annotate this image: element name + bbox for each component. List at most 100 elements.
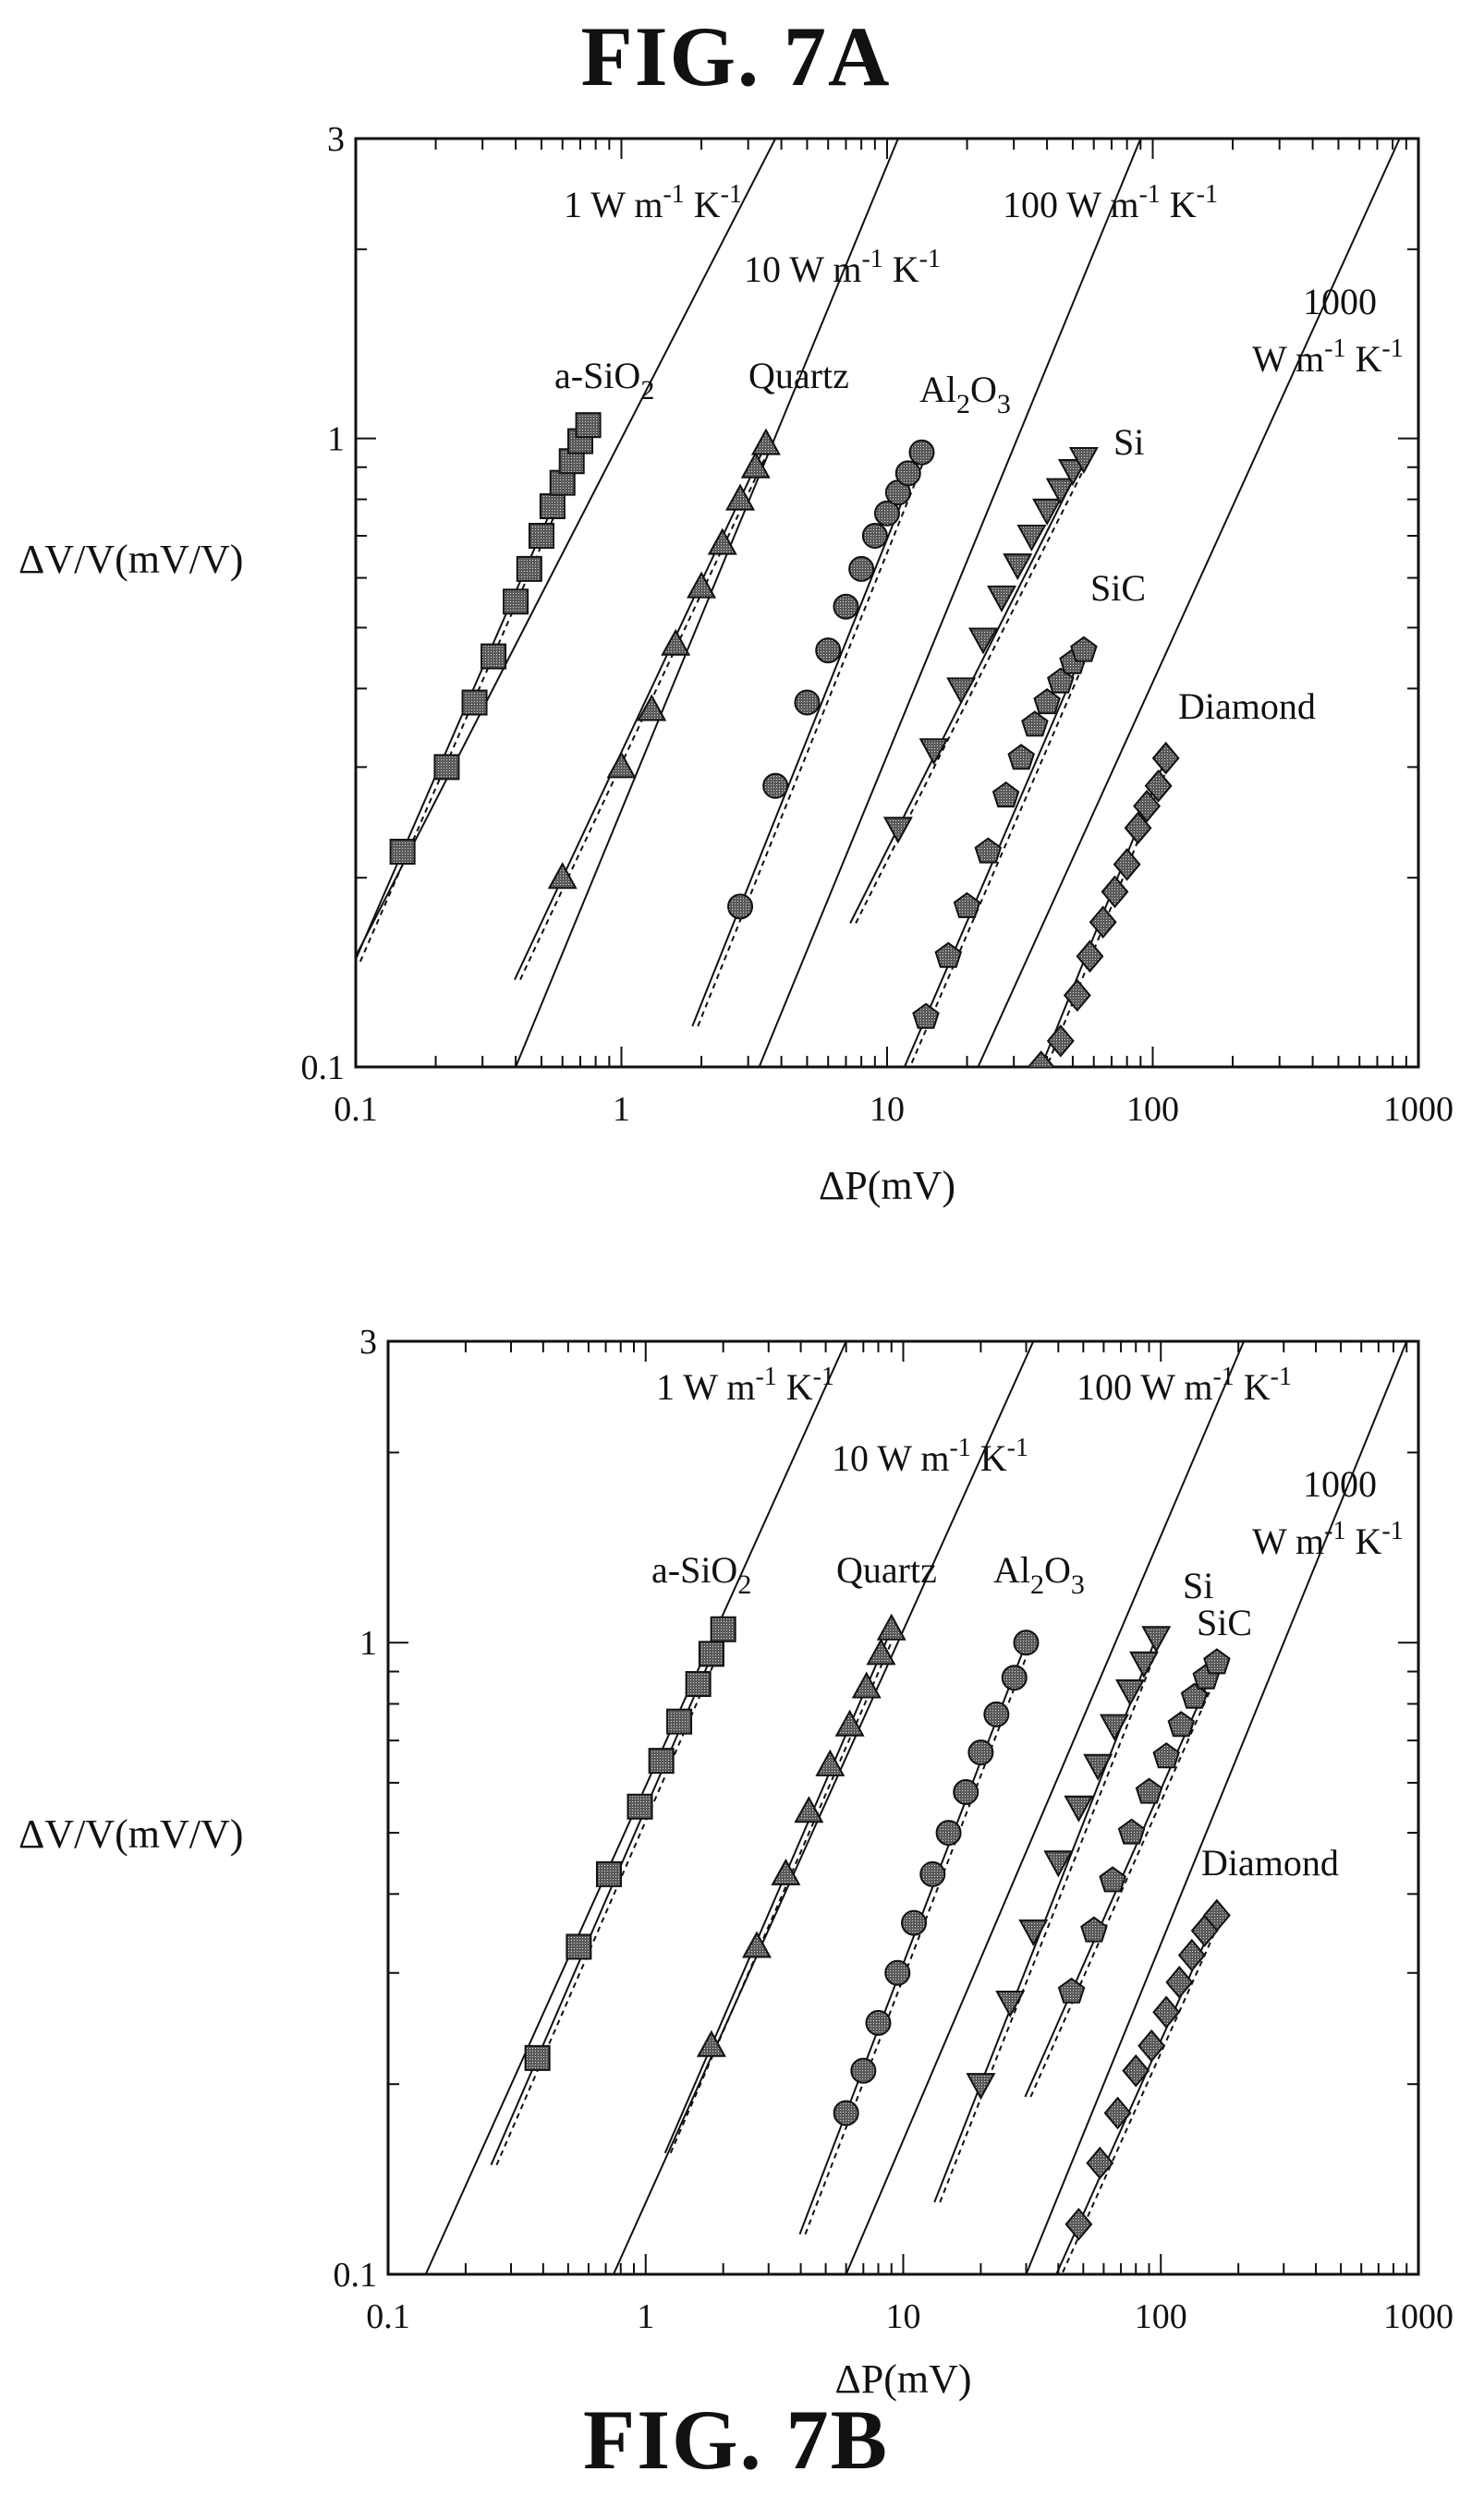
data-point-a-sio2 <box>539 493 566 520</box>
series-sic <box>903 636 1098 1067</box>
series-al2o3 <box>691 439 935 1027</box>
fit-line-dashed-diamond <box>1061 1915 1223 2274</box>
data-point-si <box>1083 1753 1113 1781</box>
data-point-quartz <box>547 862 578 890</box>
series-si <box>849 447 1099 924</box>
series-al2o3 <box>798 1630 1040 2235</box>
data-point-quartz <box>742 1931 772 1958</box>
series-label-diamond: Diamond <box>1201 1842 1339 1884</box>
data-point-si <box>1064 1795 1094 1823</box>
data-point-diamond <box>1103 2096 1132 2130</box>
data-point-quartz <box>876 1613 906 1641</box>
series-label-diamond: Diamond <box>1178 685 1316 727</box>
reference-line-10-w-m-1-k-1 <box>613 1341 1035 2274</box>
series-label-a-sio2: a-SiO2 <box>554 355 654 406</box>
x-tick-label: 10 <box>886 2297 921 2336</box>
data-point-quartz <box>687 571 717 599</box>
data-point-diamond <box>1063 978 1091 1012</box>
data-point-a-sio2 <box>685 1671 712 1698</box>
data-point-sic <box>1080 1916 1108 1943</box>
series-label-a-sio2: a-SiO2 <box>651 1549 751 1600</box>
figure-caption-b: FIG. 7B <box>583 2393 889 2487</box>
series-si <box>933 1626 1172 2203</box>
reference-label-10-w-m-1-k-1: 10 W m-1 K-1 <box>832 1434 1028 1479</box>
data-point-a-sio2 <box>461 689 488 716</box>
tick-marks <box>387 1340 1418 2275</box>
data-point-si <box>987 585 1017 612</box>
x-tick-label: 100 <box>1135 2297 1187 2336</box>
y-tick-label: 0.1 <box>301 1048 346 1087</box>
data-point-al2o3 <box>815 637 842 664</box>
data-point-si <box>882 817 913 844</box>
data-point-si <box>1043 1850 1074 1878</box>
x-tick-label: 1000 <box>1383 1090 1454 1129</box>
data-point-al2o3 <box>861 523 888 550</box>
reference-line-1000-w-m-1-k-1 <box>1025 1341 1408 2274</box>
data-point-a-sio2 <box>524 2044 551 2071</box>
data-point-diamond <box>1151 741 1180 775</box>
data-point-al2o3 <box>884 1959 911 1986</box>
reference-label-1000-w-m-1-k-1-value: 1000 <box>1303 281 1377 322</box>
data-point-si <box>1115 1678 1146 1707</box>
series-label-quartz: Quartz <box>836 1549 937 1591</box>
y-tick-label: 1 <box>327 420 345 459</box>
data-point-diamond <box>1202 1898 1231 1932</box>
data-point-sic <box>953 891 981 918</box>
data-point-a-sio2 <box>710 1616 736 1642</box>
data-point-sic <box>1070 636 1098 662</box>
data-point-a-sio2 <box>433 754 460 781</box>
data-point-quartz <box>740 451 771 479</box>
data-point-sic <box>1152 1742 1180 1769</box>
x-tick-label: 0.1 <box>366 2297 410 2336</box>
data-point-diamond <box>1144 769 1173 803</box>
reference-label-100-w-m-1-k-1: 100 W m-1 K-1 <box>1003 180 1218 225</box>
data-point-quartz <box>696 2029 726 2057</box>
data-point-si <box>946 677 977 705</box>
data-point-diamond <box>1152 1995 1181 2029</box>
data-point-quartz <box>815 1749 845 1776</box>
reference-line-1000-w-m-1-k-1 <box>977 139 1401 1067</box>
data-point-si <box>1068 447 1099 475</box>
fit-line-al2o3 <box>798 1642 1028 2235</box>
y-tick-label: 3 <box>359 1323 377 1362</box>
series-quartz <box>514 428 781 980</box>
data-point-sic <box>974 837 1003 864</box>
data-point-a-sio2 <box>528 523 554 550</box>
y-tick-label: 3 <box>327 120 345 159</box>
data-point-al2o3 <box>983 1701 1010 1727</box>
reference-label-1000-w-m-1-k-1-value: 1000 <box>1303 1463 1377 1505</box>
data-point-si <box>1018 1919 1049 1947</box>
data-point-a-sio2 <box>595 1860 622 1887</box>
reference-label-10-w-m-1-k-1: 10 W m-1 K-1 <box>744 245 941 290</box>
data-point-quartz <box>661 628 691 656</box>
reference-label-1000-w-m-1-k-1-unit: W m-1 K-1 <box>1252 334 1404 380</box>
data-point-sic <box>1135 1777 1163 1804</box>
data-point-al2o3 <box>850 2057 877 2084</box>
chart-7b: 0.1 1 10 100 1000 0.1 1 3 ΔP(mV) ΔV/V(mV/V) 1 W m-… <box>18 1323 1454 2402</box>
data-point-a-sio2 <box>698 1641 724 1667</box>
data-point-a-sio2 <box>549 469 576 496</box>
data-point-a-sio2 <box>648 1748 675 1775</box>
data-point-diamond <box>1089 905 1117 939</box>
x-tick-label: 1 <box>613 1090 630 1129</box>
data-point-si <box>966 2073 996 2101</box>
tick-marks <box>355 138 1418 1068</box>
data-point-sic <box>912 1002 940 1029</box>
data-point-al2o3 <box>794 689 821 716</box>
data-point-quartz <box>866 1638 896 1666</box>
fit-line-diamond <box>1055 1915 1218 2274</box>
fit-line-dashed-al2o3 <box>804 1642 1033 2235</box>
reference-label-100-w-m-1-k-1: 100 W m-1 K-1 <box>1077 1363 1292 1408</box>
series-label-sic: SiC <box>1090 567 1146 609</box>
data-point-sic <box>991 781 1020 808</box>
series-quartz <box>663 1613 906 2154</box>
data-point-al2o3 <box>874 500 900 527</box>
reference-label-1-w-m-1-k-1: 1 W m-1 K-1 <box>564 180 742 225</box>
data-point-sic <box>1117 1818 1146 1845</box>
data-point-al2o3 <box>1001 1665 1028 1691</box>
data-point-al2o3 <box>865 2009 892 2036</box>
data-point-al2o3 <box>935 1820 962 1847</box>
series-label-al2o3: Al2O3 <box>919 369 1011 419</box>
fit-line-dashed-sic <box>1029 1662 1223 2098</box>
fit-line-dashed-al2o3 <box>697 452 929 1027</box>
